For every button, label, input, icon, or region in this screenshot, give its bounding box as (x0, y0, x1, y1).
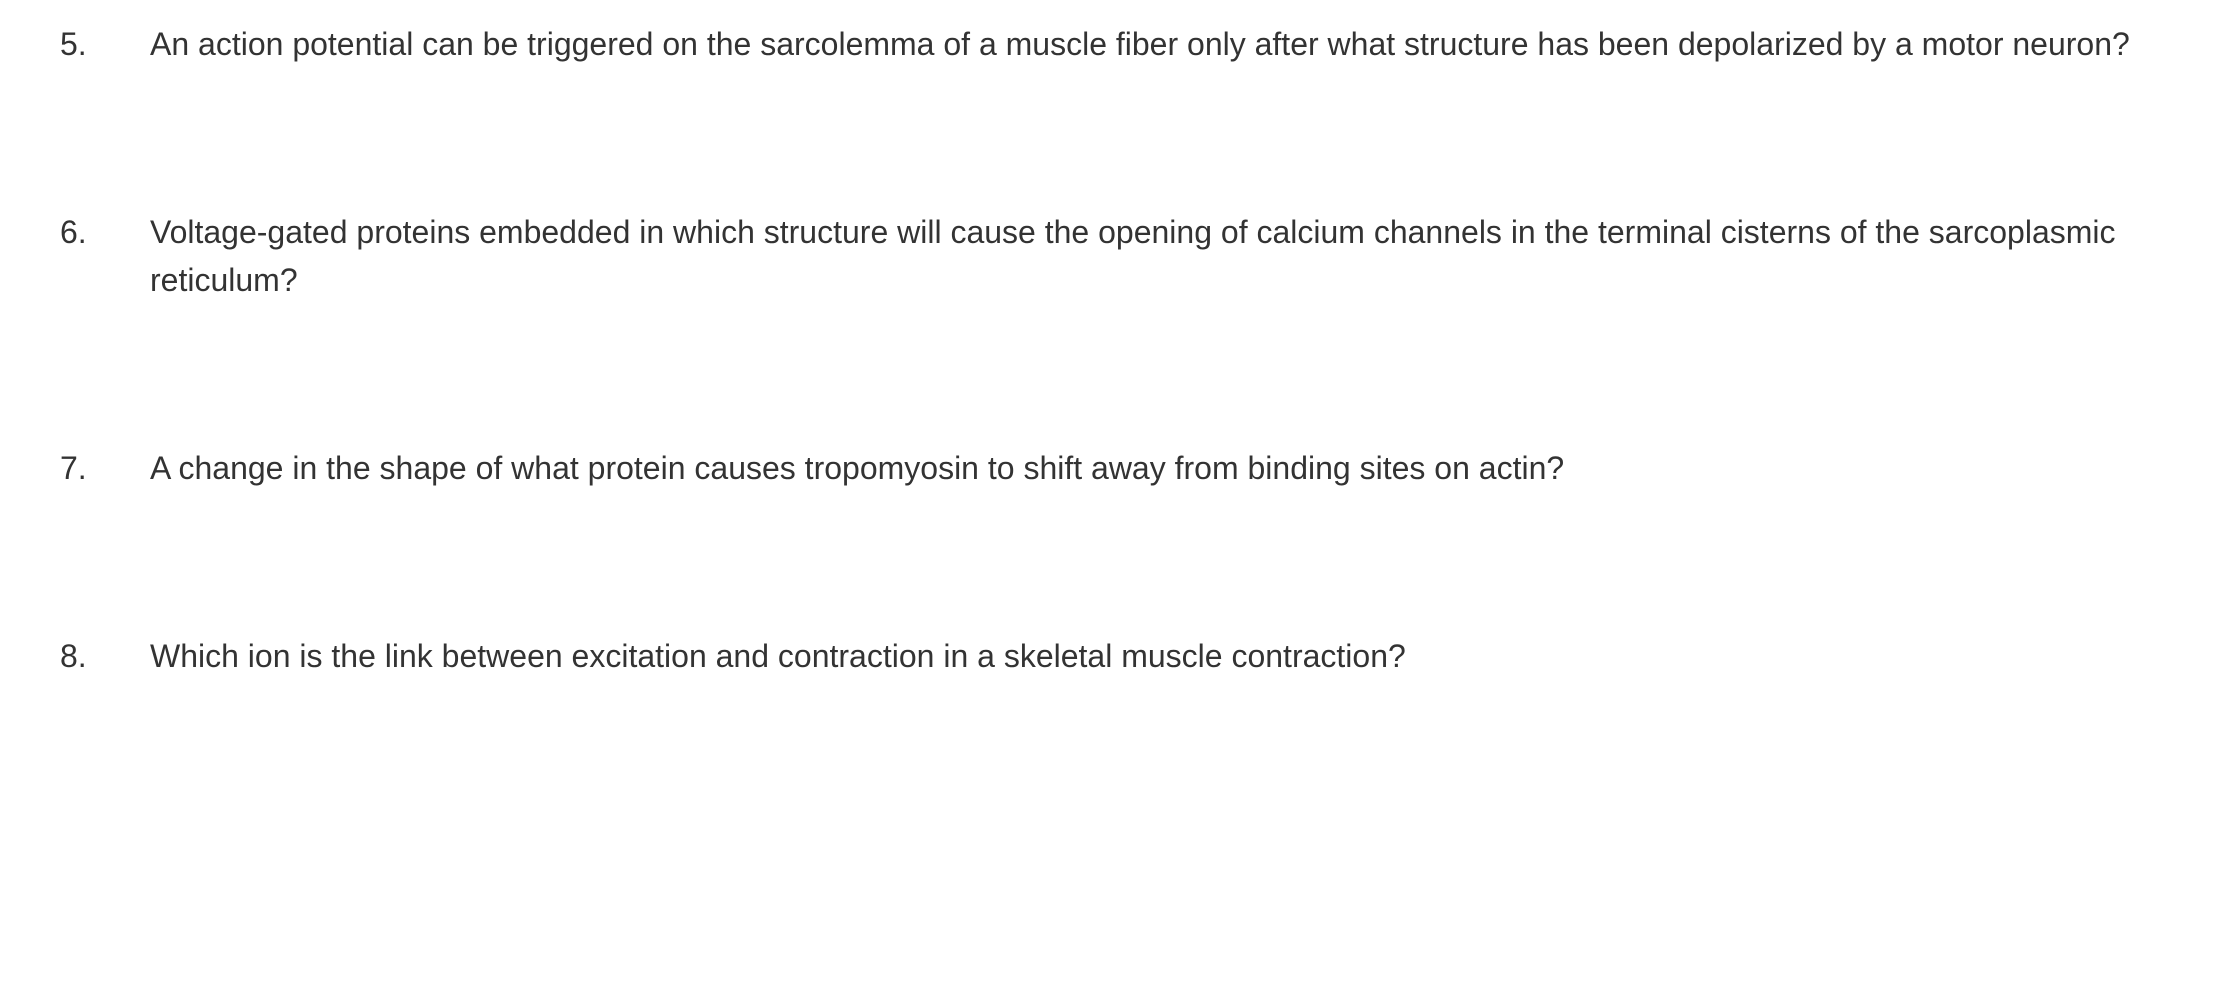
question-number: 6. (60, 208, 150, 256)
question-text: Voltage-gated proteins embedded in which… (150, 208, 2175, 304)
question-text: A change in the shape of what protein ca… (150, 444, 2175, 492)
question-number: 8. (60, 632, 150, 680)
question-list: 5. An action potential can be triggered … (60, 20, 2175, 680)
question-item: 8. Which ion is the link between excitat… (60, 632, 2175, 680)
question-item: 5. An action potential can be triggered … (60, 20, 2175, 68)
question-item: 6. Voltage-gated proteins embedded in wh… (60, 208, 2175, 304)
question-text: Which ion is the link between excitation… (150, 632, 2175, 680)
question-item: 7. A change in the shape of what protein… (60, 444, 2175, 492)
question-number: 5. (60, 20, 150, 68)
question-text: An action potential can be triggered on … (150, 20, 2175, 68)
question-number: 7. (60, 444, 150, 492)
